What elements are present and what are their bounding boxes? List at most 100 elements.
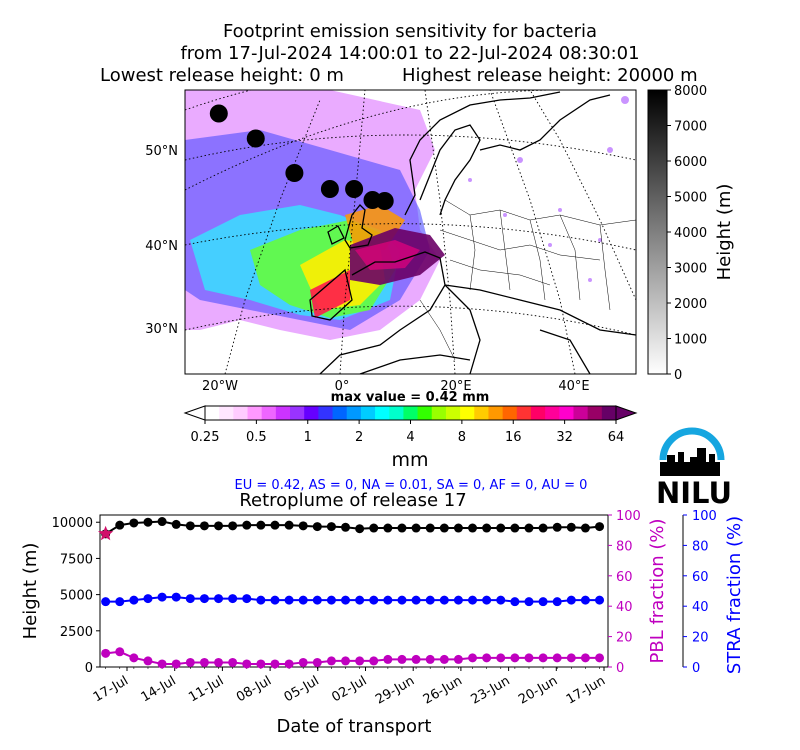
plot-title-line2: from 17-Jul-2024 14:00:01 to 22-Jul-2024…: [180, 43, 640, 64]
height-series-point: [129, 518, 139, 528]
y-stra-tick-label: 60: [692, 570, 709, 585]
height-series-point: [552, 522, 562, 532]
pbl-series-point: [143, 656, 153, 666]
pbl-series-point: [185, 657, 195, 667]
coastlines: [309, 91, 636, 374]
colorbar-swatch: [474, 406, 489, 420]
retroplume-chart: Retroplume of release 17 0 2500 5000 7500 10…: [20, 490, 745, 737]
colorbar-swatch: [261, 406, 277, 420]
colorbar-swatch: [360, 406, 376, 420]
plot-title-line1: Footprint emission sensitivity for bacte…: [222, 21, 598, 42]
footprint-magenta: [355, 240, 420, 270]
y-left-tick-label: 5000: [60, 589, 93, 604]
footprint-colorbar-tick-label: 2: [355, 430, 363, 445]
y-stra-tick-label: 40: [692, 600, 709, 615]
colorbar-swatch: [417, 406, 433, 420]
x-tick-label: 20-Jun: [516, 673, 560, 707]
height-series-point: [453, 523, 463, 533]
height-series-point: [256, 520, 266, 530]
footprint-colorbar-tick-label: 0.5: [246, 430, 267, 445]
pbl-series-point: [171, 659, 181, 669]
height-colorbar-tick-label: 6000: [674, 155, 707, 170]
country-borders: [419, 199, 636, 361]
footprint-colorbar-tick-label: 64: [608, 430, 625, 445]
pbl-series-point: [270, 659, 280, 669]
stra-series-point: [496, 595, 506, 605]
nilu-logo-text: NILU: [656, 476, 733, 510]
y-left-tick-label: 0: [85, 661, 93, 676]
height-series-point: [242, 520, 252, 530]
height-series-point: [171, 519, 181, 529]
stra-series-point: [383, 595, 393, 605]
height-series-point: [369, 523, 379, 533]
stra-series-point: [326, 595, 336, 605]
height-series-point: [482, 523, 492, 533]
release-point: [375, 192, 394, 210]
stra-series-point: [242, 594, 252, 604]
graticule: [185, 90, 636, 374]
height-series-point: [411, 523, 421, 533]
stra-series-point: [524, 597, 534, 607]
stra-series-point: [468, 595, 478, 605]
height-series-point: [298, 521, 308, 531]
pbl-series-point: [298, 657, 308, 667]
stra-series-point: [284, 595, 294, 605]
height-series-point: [439, 523, 449, 533]
colorbar-swatch: [530, 406, 546, 420]
colorbar-swatch: [375, 406, 390, 420]
stra-series-point: [298, 595, 308, 605]
height-colorbar-tick-label: 2000: [674, 297, 707, 312]
stra-series-point: [256, 595, 266, 605]
height-series-point: [284, 520, 294, 530]
pbl-series-point: [496, 653, 506, 663]
y-pbl-tick-label: 20: [616, 631, 633, 646]
footprint-speckles: [468, 96, 629, 282]
release-point-markers: [209, 104, 394, 210]
max-value-label: max value = 0.42 mm: [331, 390, 490, 405]
y-left-tick-label: 2500: [60, 625, 93, 640]
highest-release-height: Highest release height: 20000 m: [402, 65, 698, 86]
pbl-series-point: [214, 657, 224, 667]
height-colorbar-tick-label: 1000: [674, 333, 707, 348]
lat-label-40n: 40°N: [145, 239, 178, 254]
footprint-colorbar-tick-label: 16: [505, 430, 522, 445]
stra-series-point: [157, 592, 167, 602]
footprint-colorbar-tick-label: 1: [304, 430, 312, 445]
y-stra-tick-label: 20: [692, 631, 709, 646]
stra-series-point: [101, 597, 111, 607]
footprint-unit-label: mm: [391, 449, 428, 471]
height-series-point: [199, 521, 209, 531]
stra-series-point: [143, 594, 153, 604]
height-series-point: [312, 522, 322, 532]
height-series-point: [383, 523, 393, 533]
pbl-series-point: [284, 659, 294, 669]
footprint-red: [310, 270, 350, 318]
pbl-series-point: [199, 657, 209, 667]
height-series-point: [595, 522, 605, 532]
footprint-map: [184, 89, 637, 375]
height-series-point: [468, 523, 478, 533]
stra-series-point: [341, 595, 351, 605]
lowest-release-height: Lowest release height: 0 m: [100, 65, 344, 86]
pbl-series-point: [383, 654, 393, 664]
stra-series-point: [552, 597, 562, 607]
pbl-series-point: [101, 648, 111, 658]
stra-series-point: [482, 595, 492, 605]
pbl-series-point: [312, 657, 322, 667]
colorbar-swatch: [318, 406, 334, 420]
height-series-point: [214, 521, 224, 531]
stra-series-point: [115, 597, 125, 607]
footprint-colorbar-tick-label: 32: [556, 430, 573, 445]
lon-label-20e: 20°E: [440, 379, 471, 394]
height-series-point: [115, 520, 125, 530]
nilu-logo: [659, 427, 725, 476]
height-colorbar-tick-label: 0: [674, 368, 682, 383]
colorbar-swatch: [545, 406, 560, 420]
colorbar-swatch: [233, 406, 249, 420]
colorbar-swatch: [346, 406, 362, 420]
footprint-colorbar: 0.25 0.5 1 2 4 8 16 32 64 mm: [183, 405, 638, 471]
height-colorbar-tick-label: 7000: [674, 120, 707, 135]
stra-series-point: [566, 595, 576, 605]
footprint-colorbar-tick-label: 4: [406, 430, 414, 445]
